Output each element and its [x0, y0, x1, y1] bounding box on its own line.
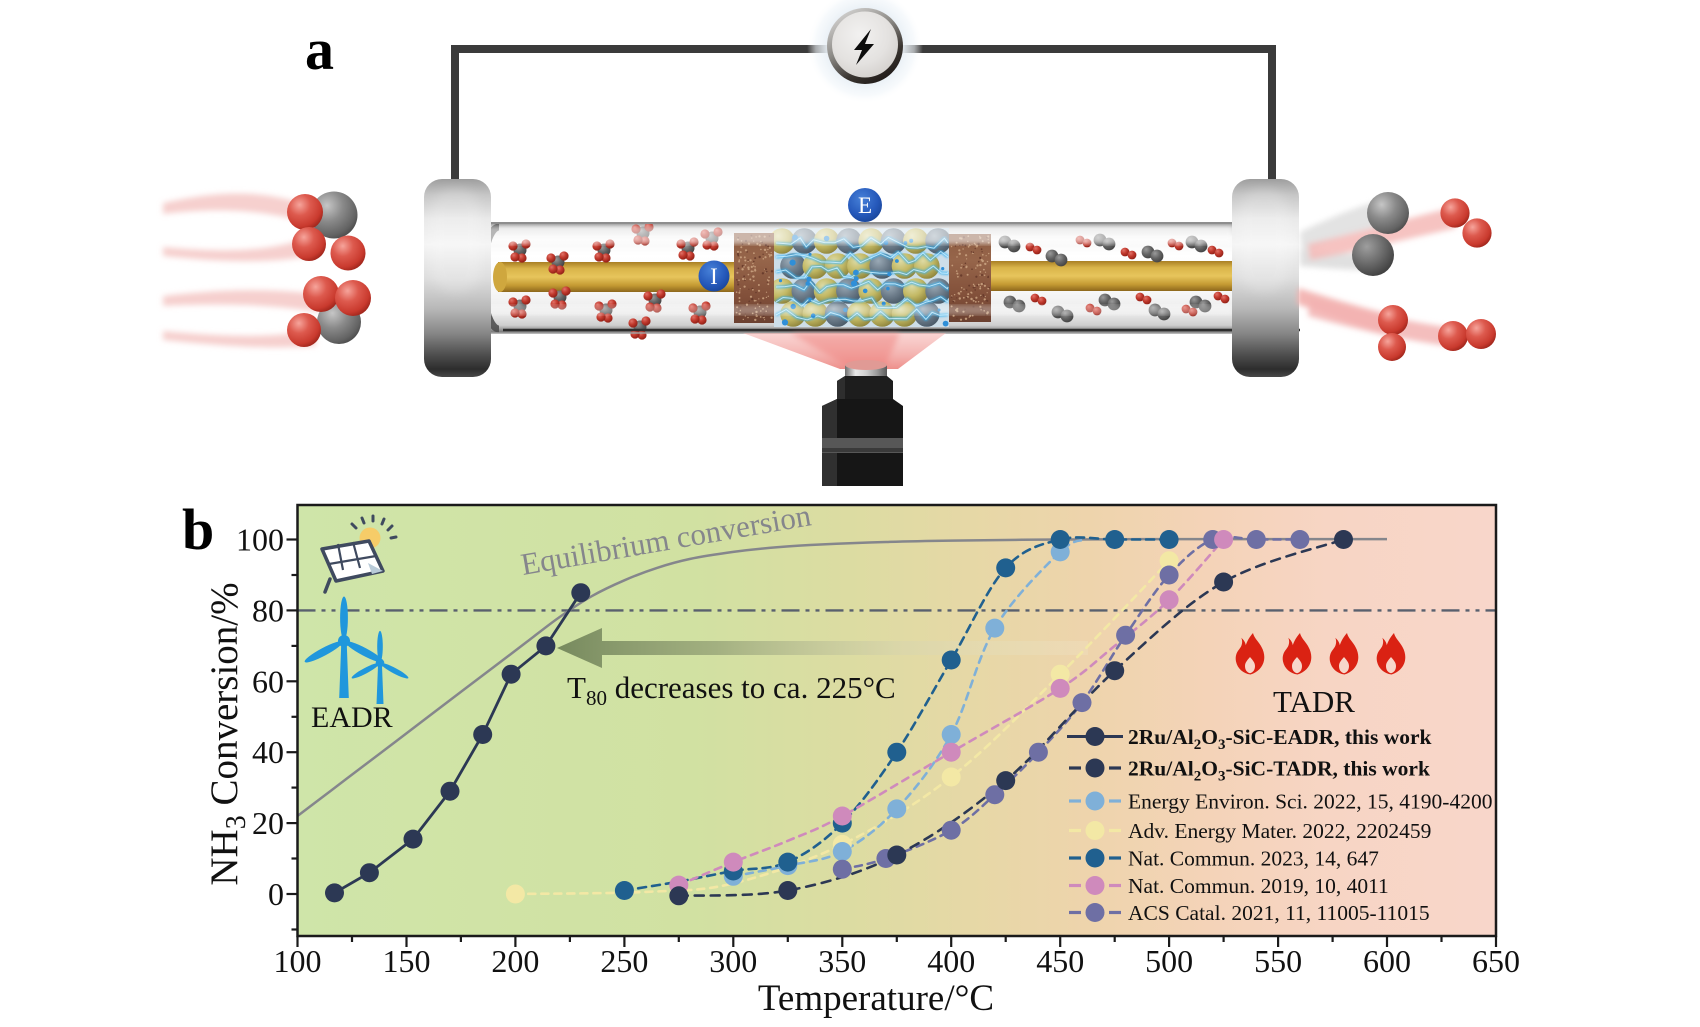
svg-text:400: 400 [927, 943, 975, 979]
svg-text:ACS Catal. 2021, 11, 11005-110: ACS Catal. 2021, 11, 11005-11015 [1128, 901, 1430, 925]
svg-text:0: 0 [268, 876, 284, 912]
svg-text:Temperature/°C: Temperature/°C [758, 978, 994, 1019]
svg-text:2Ru/Al2O3-SiC-EADR, this work: 2Ru/Al2O3-SiC-EADR, this work [1128, 725, 1432, 753]
svg-text:I: I [710, 264, 718, 289]
svg-text:200: 200 [491, 943, 539, 979]
svg-text:T80 decreases to ca. 225°C: T80 decreases to ca. 225°C [567, 670, 896, 710]
svg-text:80: 80 [252, 592, 284, 628]
svg-text:350: 350 [818, 943, 866, 979]
svg-text:a: a [305, 17, 334, 82]
svg-text:Adv. Energy Mater. 2022, 22024: Adv. Energy Mater. 2022, 2202459 [1128, 819, 1431, 843]
svg-text:150: 150 [383, 943, 431, 979]
svg-text:650: 650 [1472, 943, 1520, 979]
svg-text:b: b [182, 497, 214, 562]
svg-text:NH3 Conversion/%: NH3 Conversion/% [203, 582, 252, 885]
svg-text:550: 550 [1254, 943, 1302, 979]
svg-text:20: 20 [252, 805, 284, 841]
svg-text:60: 60 [252, 663, 284, 699]
svg-text:300: 300 [709, 943, 757, 979]
svg-text:E: E [858, 193, 872, 218]
svg-text:Energy Environ. Sci. 2022, 15,: Energy Environ. Sci. 2022, 15, 4190-4200 [1128, 790, 1492, 814]
svg-text:EADR: EADR [311, 701, 393, 734]
svg-text:2Ru/Al2O3-SiC-TADR, this work: 2Ru/Al2O3-SiC-TADR, this work [1128, 757, 1430, 785]
svg-text:40: 40 [252, 734, 284, 770]
svg-text:450: 450 [1036, 943, 1084, 979]
svg-text:250: 250 [600, 943, 648, 979]
svg-text:Nat. Commun. 2023, 14, 647: Nat. Commun. 2023, 14, 647 [1128, 847, 1379, 871]
svg-text:Nat. Commun. 2019, 10, 4011: Nat. Commun. 2019, 10, 4011 [1128, 874, 1389, 898]
svg-text:100: 100 [274, 943, 322, 979]
svg-text:600: 600 [1363, 943, 1411, 979]
svg-text:100: 100 [236, 522, 284, 558]
svg-text:TADR: TADR [1273, 684, 1355, 719]
svg-text:500: 500 [1145, 943, 1193, 979]
